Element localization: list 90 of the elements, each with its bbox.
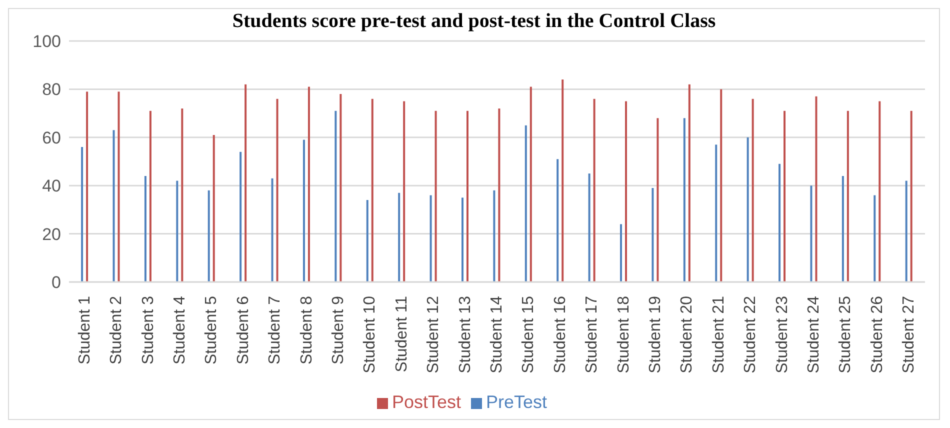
x-tick-label: Student 22 bbox=[742, 296, 760, 374]
bar bbox=[625, 101, 628, 282]
x-tick-label: Student 11 bbox=[393, 296, 410, 372]
x-tick-label: Student 25 bbox=[837, 296, 854, 374]
x-tick-label: Student 10 bbox=[362, 296, 379, 374]
y-tick-label: 0 bbox=[52, 273, 61, 292]
bar bbox=[784, 110, 786, 282]
bar bbox=[652, 188, 654, 282]
bar bbox=[371, 98, 374, 282]
bar bbox=[176, 180, 178, 282]
bar bbox=[240, 152, 242, 282]
bar bbox=[398, 192, 400, 282]
bar bbox=[910, 110, 912, 282]
bar bbox=[846, 110, 849, 282]
x-tick-label: Student 7 bbox=[266, 296, 284, 364]
y-tick-label: 100 bbox=[32, 32, 61, 52]
bar bbox=[271, 178, 274, 282]
bar bbox=[593, 98, 596, 282]
x-tick-label: Student 18 bbox=[615, 296, 632, 374]
bar bbox=[403, 101, 406, 282]
bar bbox=[874, 195, 876, 282]
bar bbox=[746, 137, 749, 282]
x-tick-label: Student 14 bbox=[488, 296, 506, 374]
bar bbox=[461, 198, 464, 282]
x-tick-label: Student 8 bbox=[298, 296, 316, 364]
bar bbox=[366, 200, 368, 282]
y-tick-label: 20 bbox=[42, 224, 61, 244]
x-tick-label: Student 27 bbox=[900, 296, 918, 374]
x-tick-label: Student 6 bbox=[234, 296, 252, 364]
y-tick-label: 60 bbox=[42, 128, 61, 148]
bar bbox=[244, 84, 247, 282]
bar bbox=[715, 144, 718, 282]
x-tick-label: Student 5 bbox=[203, 296, 220, 364]
bar bbox=[149, 110, 152, 282]
bar bbox=[620, 224, 622, 282]
x-tick-label: Student 24 bbox=[806, 296, 823, 374]
x-tick-label: Student 4 bbox=[171, 296, 188, 364]
legend-label: PostTest bbox=[392, 392, 461, 412]
legend-label: PreTest bbox=[486, 392, 548, 412]
bar bbox=[430, 195, 432, 282]
x-tick-label: Student 15 bbox=[520, 296, 538, 374]
bar bbox=[466, 110, 468, 282]
x-tick-label: Student 21 bbox=[710, 296, 728, 374]
x-tick-label: Student 3 bbox=[140, 296, 157, 364]
bar bbox=[493, 190, 496, 282]
x-tick-label: Student 16 bbox=[552, 296, 569, 374]
bar bbox=[656, 118, 659, 282]
bar bbox=[334, 110, 337, 282]
bar bbox=[308, 86, 310, 282]
bar bbox=[683, 118, 686, 282]
bar bbox=[81, 147, 84, 282]
bar bbox=[340, 94, 342, 282]
bar bbox=[562, 80, 564, 282]
bar bbox=[720, 89, 722, 282]
x-tick-label: Student 2 bbox=[108, 296, 126, 364]
x-tick-label: Student 19 bbox=[647, 296, 664, 374]
x-tick-label: Student 13 bbox=[456, 296, 474, 374]
bar bbox=[815, 96, 818, 282]
bar bbox=[905, 180, 908, 282]
bar bbox=[144, 176, 146, 282]
x-tick-label: Student 23 bbox=[774, 296, 791, 374]
bar bbox=[276, 98, 278, 282]
bar bbox=[556, 159, 559, 282]
bar bbox=[498, 108, 500, 282]
y-tick-label: 80 bbox=[42, 80, 61, 100]
x-tick-label: Student 20 bbox=[678, 296, 696, 374]
bar bbox=[530, 86, 532, 282]
x-tick-label: Student 12 bbox=[425, 296, 442, 374]
bar bbox=[112, 130, 115, 282]
bar bbox=[208, 190, 210, 282]
bar bbox=[810, 186, 812, 282]
bar bbox=[86, 92, 88, 282]
bar bbox=[181, 108, 184, 282]
bar bbox=[752, 98, 754, 282]
bar bbox=[524, 125, 527, 282]
y-tick-label: 40 bbox=[42, 176, 61, 196]
bar bbox=[878, 101, 881, 282]
bar bbox=[588, 174, 590, 282]
bar bbox=[688, 84, 690, 282]
bar bbox=[778, 164, 781, 282]
bar bbox=[434, 110, 437, 282]
bar bbox=[212, 134, 215, 282]
bar bbox=[118, 92, 120, 282]
x-tick-label: Student 9 bbox=[330, 296, 347, 364]
x-tick-label: Student 26 bbox=[868, 296, 886, 374]
x-tick-label: Student 17 bbox=[584, 296, 601, 374]
x-tick-label: Student 1 bbox=[76, 296, 94, 364]
chart-title: Students score pre-test and post-test in the Control Class bbox=[231, 9, 717, 33]
bar bbox=[842, 176, 844, 282]
bar bbox=[302, 140, 305, 282]
